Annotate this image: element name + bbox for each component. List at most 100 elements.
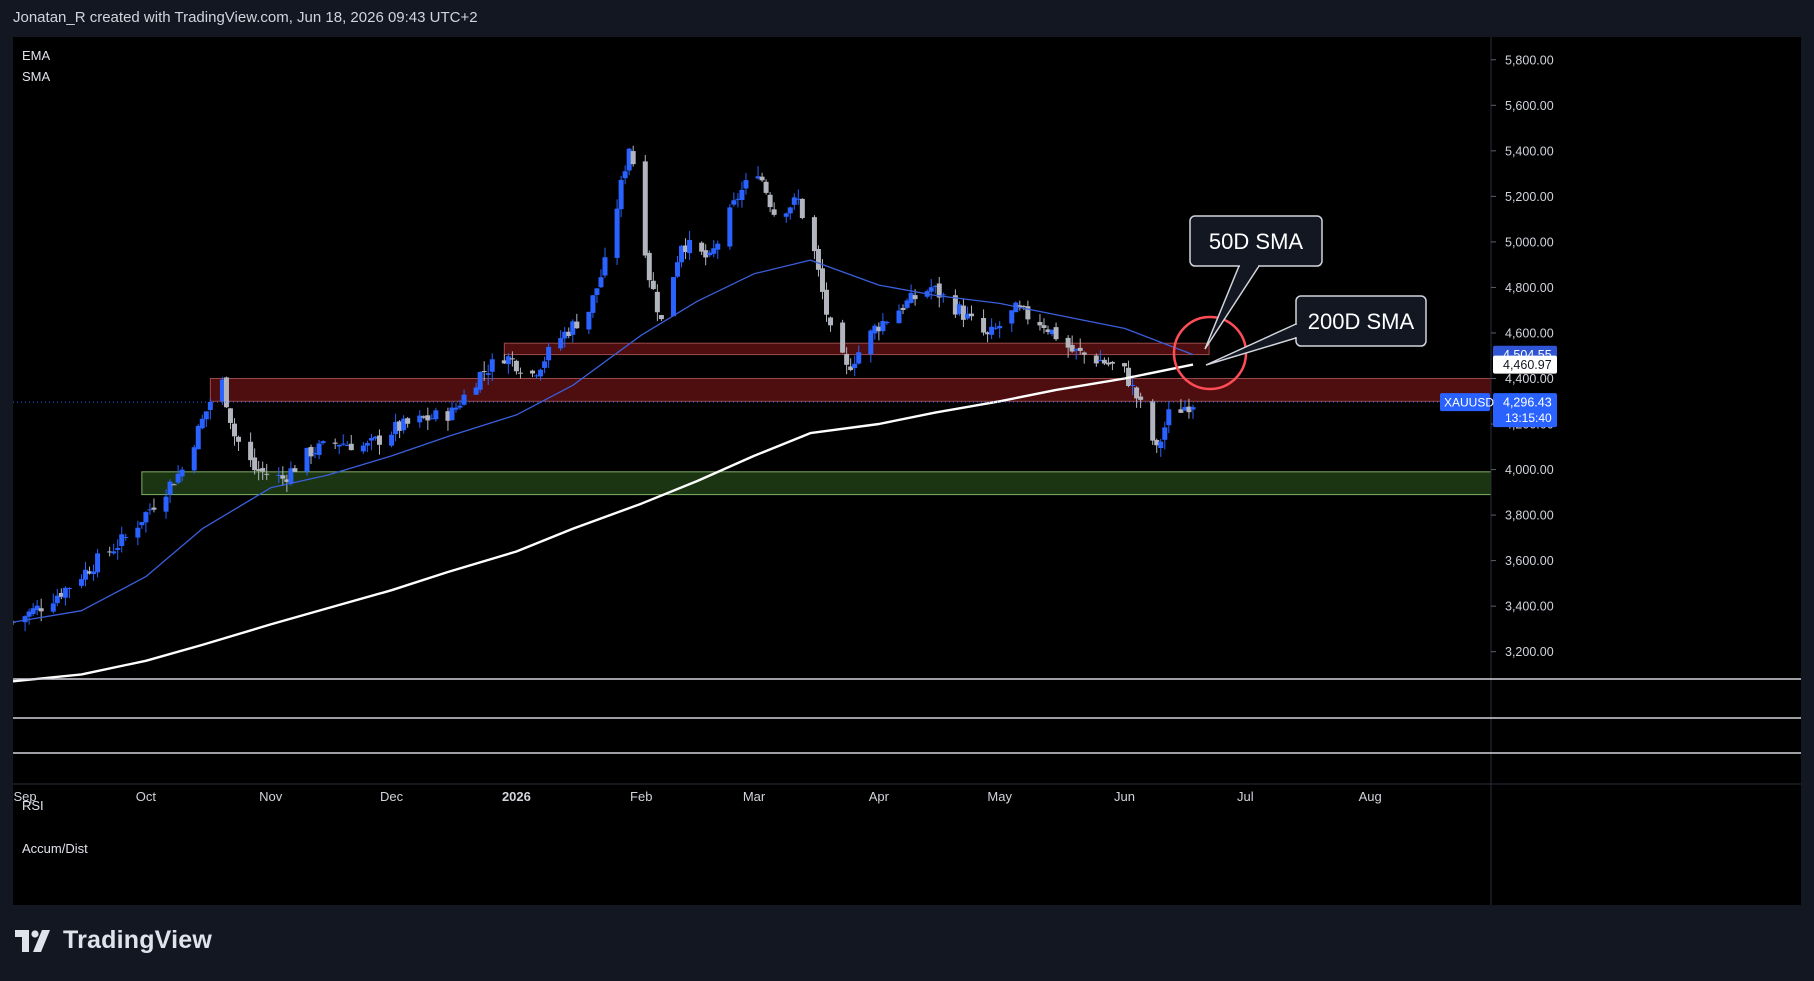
candle-body: [900, 307, 906, 310]
candle-body: [896, 310, 902, 324]
annotations-layer: 50D SMA 200D SMA: [1172, 215, 1427, 391]
candle-body: [1013, 302, 1019, 313]
candle-body: [151, 507, 157, 510]
y-tick-label: 4,800.00: [1505, 281, 1554, 295]
sma50-callout-pointer: [1204, 265, 1261, 350]
y-tick-label: 3,600.00: [1505, 554, 1554, 568]
candle-body: [767, 194, 773, 208]
candle-body: [683, 245, 689, 252]
candle-body: [783, 213, 789, 217]
x-tick-label: Aug: [1359, 789, 1382, 804]
sma200-callout-box: [1295, 295, 1427, 347]
candle-body: [473, 387, 479, 395]
candle-body: [332, 442, 338, 444]
candle-body: [1101, 359, 1107, 364]
legend-item-sma[interactable]: SMA: [22, 69, 51, 84]
zone-resistance-0: [209, 377, 1492, 402]
candle-body: [1150, 401, 1156, 441]
candle-body: [107, 551, 113, 553]
candle-body: [856, 352, 862, 364]
candle-body: [1053, 327, 1059, 340]
candle-body: [646, 252, 652, 281]
candle-body: [642, 161, 648, 256]
candle-body: [956, 304, 962, 315]
candle-body: [759, 176, 765, 181]
candle-body: [542, 361, 548, 368]
candle-body: [284, 479, 290, 482]
candle-body: [82, 569, 88, 580]
zones-layer: [141, 342, 1492, 496]
price-chart[interactable]: 3,200.00 3,400.00 3,600.00 3,800.00 4,000.00…: [13, 37, 1801, 905]
candle-body: [763, 181, 769, 193]
candle-body: [256, 469, 262, 471]
indicator-legend[interactable]: EMA SMA: [22, 45, 50, 87]
candle-body: [517, 372, 523, 374]
candle-body: [586, 311, 592, 330]
candle-body: [227, 408, 233, 423]
candle-body: [397, 421, 403, 431]
candle-body: [1122, 363, 1128, 367]
legend-item-ema[interactable]: EMA: [22, 48, 51, 63]
candle-body: [1109, 361, 1115, 364]
candle-body: [546, 346, 552, 361]
candle-body: [26, 611, 32, 617]
candle-body: [1073, 349, 1079, 351]
candle-body: [630, 151, 636, 165]
candle-body: [739, 189, 745, 200]
candle-body: [1158, 441, 1164, 449]
accum-dist-pane-label[interactable]: Accum/Dist: [22, 841, 88, 856]
last-price-label-bg: [1493, 393, 1557, 428]
x-tick-label: Dec: [380, 789, 404, 804]
candle-body: [618, 179, 624, 210]
candle-body: [1134, 387, 1140, 399]
chart-panel[interactable]: 3,200.00 3,400.00 3,600.00 3,800.00 4,000.00…: [13, 37, 1801, 905]
candle-body: [828, 317, 834, 326]
candle-body: [179, 469, 185, 477]
candle-body: [401, 418, 407, 431]
candle-body: [1162, 427, 1168, 440]
candle-body: [658, 315, 664, 320]
candle-body: [1025, 306, 1031, 320]
x-tick-label: Jul: [1237, 789, 1254, 804]
rsi-pane-label[interactable]: RSI: [22, 798, 44, 813]
candle-body: [1166, 409, 1172, 426]
candle-body: [288, 468, 294, 484]
candle-body: [87, 571, 93, 574]
candle-body: [590, 295, 596, 313]
candle-body: [997, 325, 1003, 329]
candle-body: [1009, 310, 1015, 324]
y-tick-label: 3,200.00: [1505, 645, 1554, 659]
candle-body: [389, 434, 395, 446]
header-attribution: Jonatan_R created with TradingView.com, …: [13, 9, 478, 26]
candle-body: [711, 248, 717, 254]
candle-body: [727, 207, 733, 247]
candle-body: [58, 592, 64, 597]
candle-body: [50, 603, 56, 612]
candle-body: [292, 468, 298, 472]
x-tick-label: Feb: [630, 789, 652, 804]
candles-layer: [13, 145, 1196, 632]
candle-body: [163, 496, 169, 512]
candle-body: [940, 294, 946, 296]
candle-body: [679, 245, 685, 263]
y-tick-label: 3,400.00: [1505, 600, 1554, 614]
candle-body: [364, 443, 370, 446]
candle-body: [1097, 360, 1103, 362]
candle-body: [248, 441, 254, 461]
x-tick-label: Sep: [14, 789, 37, 804]
candle-body: [566, 331, 572, 336]
x-tick-label: 2026: [502, 789, 531, 804]
candle-body: [674, 262, 680, 277]
sma200-price-label: 4,460.97: [1503, 358, 1552, 372]
candle-body: [703, 250, 709, 258]
candle-body: [964, 313, 970, 319]
candle-body: [981, 318, 987, 333]
candle-body: [236, 436, 242, 442]
candle-body: [574, 321, 580, 329]
candle-body: [461, 394, 467, 405]
candle-body: [594, 288, 600, 295]
candle-body: [219, 379, 225, 402]
candle-body: [654, 291, 660, 313]
tradingview-logo[interactable]: TradingView: [15, 926, 212, 955]
